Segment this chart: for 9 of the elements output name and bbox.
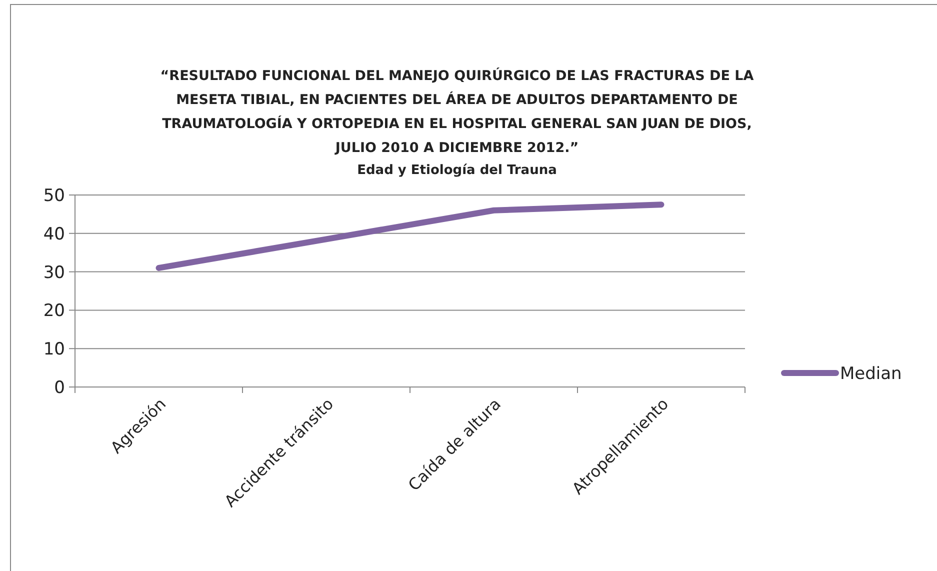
legend-label: Median: [840, 364, 902, 384]
y-tick-label: 40: [43, 224, 65, 244]
y-tick-label: 10: [43, 340, 65, 360]
chart-title: “RESULTADO FUNCIONAL DEL MANEJO QUIRÚRGICO DE LAS FRACTURAS DE LA MESETA TIBIAL, EN PACIENTES DEL ÁREA DE ADULTOS DEPARTAMENTO DE TRAUMATOLOGÍA Y ORTOPEDIA EN EL HOSPITAL GENERAL SAN JUAN DE DIOS, JULIO 2010 A DICIEMBRE 2012.”: [160, 67, 754, 156]
y-tick-label: 20: [43, 301, 65, 322]
y-tick-label: 50: [43, 186, 65, 206]
y-tick-label: 0: [54, 378, 65, 398]
chart-subtitle: Edad y Etiología del Trauna: [357, 163, 557, 178]
y-tick-label: 30: [43, 262, 65, 283]
